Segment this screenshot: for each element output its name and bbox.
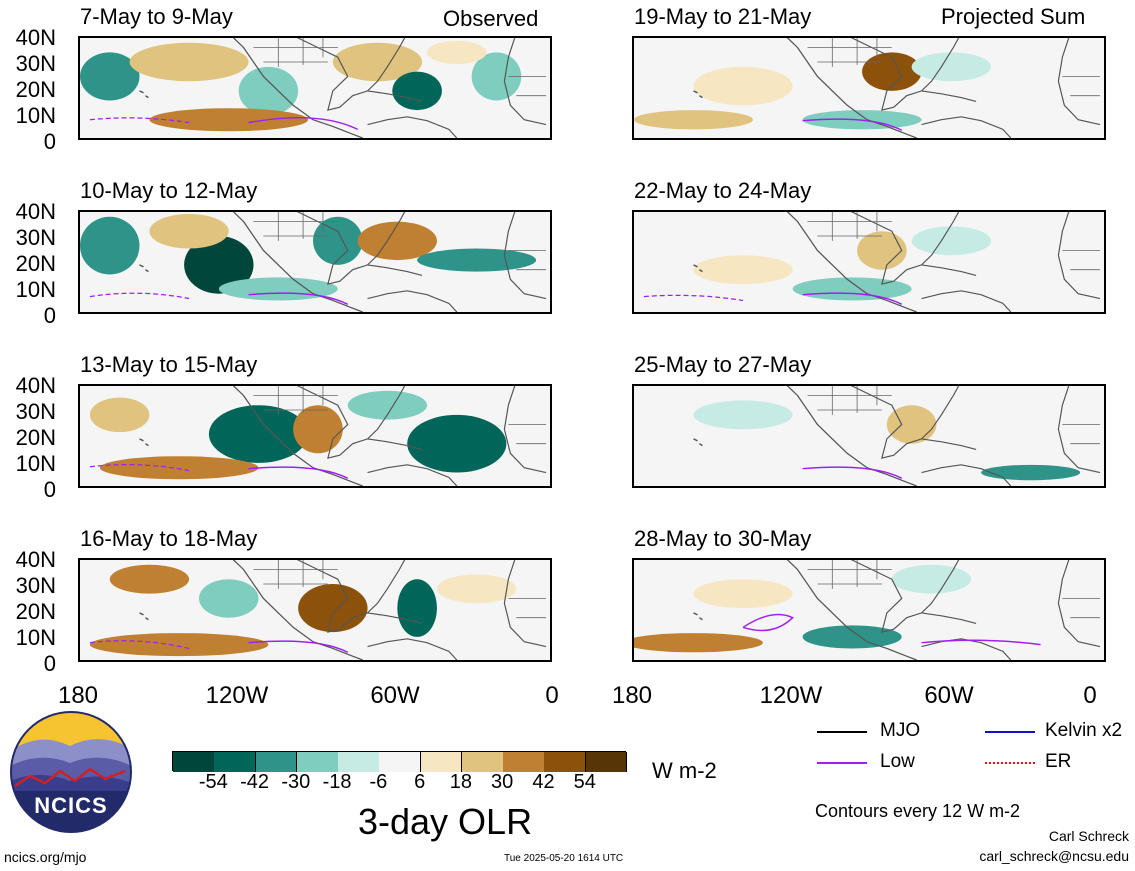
y-tick: 20N [15, 77, 56, 102]
colorbar [172, 751, 628, 772]
colorbar-swatch [461, 752, 504, 772]
colorbar-unit: W m-2 [652, 758, 717, 783]
legend-line-low [817, 762, 867, 764]
panel-title: 19-May to 21-May [634, 4, 812, 29]
logo-text: NCICS [34, 793, 108, 818]
legend-label-mjo: MJO [880, 720, 921, 741]
colorbar-tick-label: -42 [240, 771, 269, 793]
colorbar-swatch [379, 752, 422, 772]
legend-label-low: Low [880, 751, 915, 772]
projected-sum-label: Projected Sum [941, 4, 1086, 29]
footer-author: Carl Schreck [1048, 828, 1129, 844]
y-tick: 20N [15, 599, 56, 624]
colorbar-tick-label: 6 [414, 771, 426, 793]
colorbar-swatch [214, 752, 257, 772]
olr-map [78, 210, 552, 314]
legend-line-kelvin [985, 731, 1035, 733]
x-tick: 180 [57, 682, 99, 709]
colorbar-swatch [255, 752, 298, 772]
panel-title: 22-May to 24-May [634, 178, 812, 203]
x-tick: 120W [205, 682, 269, 709]
x-tick: 180 [611, 682, 653, 709]
x-tick: 60W [924, 682, 974, 709]
y-tick: 0 [43, 303, 56, 328]
colorbar-swatch [338, 752, 380, 772]
colorbar-swatch [173, 752, 215, 772]
y-tick: 10N [15, 625, 56, 650]
y-tick: 30N [15, 51, 56, 76]
colorbar-tick-label: 30 [491, 771, 514, 793]
y-tick: 30N [15, 225, 56, 250]
x-tick: 0 [1083, 682, 1097, 709]
footer-url: ncics.org/mjo [4, 849, 87, 865]
colorbar-title: 3-day OLR [358, 801, 533, 842]
y-tick: 10N [15, 103, 56, 128]
colorbar-tick-label: 54 [573, 771, 596, 793]
legend-line-mjo [817, 731, 867, 733]
panel-title: 16-May to 18-May [80, 526, 258, 551]
y-tick: 40N [15, 25, 56, 50]
ncics-logo: NCICS [10, 711, 132, 833]
y-tick: 0 [43, 129, 56, 154]
y-tick: 10N [15, 277, 56, 302]
panel-title: 7-May to 9-May [80, 4, 233, 29]
x-tick: 120W [759, 682, 823, 709]
colorbar-tick-label: -54 [198, 771, 228, 793]
olr-map [632, 210, 1106, 314]
colorbar-swatch [585, 752, 628, 772]
contour-note: Contours every 12 W m-2 [815, 801, 1021, 821]
olr-map [632, 384, 1106, 488]
colorbar-tick-label: 42 [532, 771, 555, 793]
olr-map [78, 384, 552, 488]
y-tick: 30N [15, 573, 56, 598]
colorbar-swatch [420, 752, 463, 772]
x-tick: 60W [370, 682, 420, 709]
colorbar-tick-label: 18 [449, 771, 473, 793]
observed-label: Observed [443, 6, 539, 31]
colorbar-swatch [296, 752, 339, 772]
colorbar-swatch [503, 752, 545, 772]
legend-label-er: ER [1045, 751, 1072, 772]
y-tick: 30N [15, 399, 56, 424]
y-tick: 40N [15, 547, 56, 572]
y-tick: 20N [15, 425, 56, 450]
y-tick: 10N [15, 451, 56, 476]
olr-map [78, 36, 552, 140]
colorbar-tick-label: -18 [322, 771, 352, 793]
colorbar-ticks: -54 -42 -30 -18 -6 6 18 30 42 54 [172, 771, 626, 795]
y-tick: 20N [15, 251, 56, 276]
colorbar-tick-label: -6 [369, 771, 388, 793]
x-tick: 0 [545, 682, 559, 709]
colorbar-swatch [544, 752, 587, 772]
panel-title: 10-May to 12-May [80, 178, 258, 203]
panel-title: 13-May to 15-May [80, 352, 258, 377]
panel-title: 25-May to 27-May [634, 352, 812, 377]
olr-map [78, 558, 552, 662]
colorbar-tick-label: -30 [281, 771, 311, 793]
y-tick: 0 [43, 477, 56, 502]
y-tick: 40N [15, 373, 56, 398]
panel-title: 28-May to 30-May [634, 526, 812, 551]
olr-map [632, 558, 1106, 662]
legend-line-er [985, 762, 1035, 764]
y-tick: 40N [15, 199, 56, 224]
legend-label-kelvin: Kelvin x2 [1045, 720, 1123, 741]
olr-map [632, 36, 1106, 140]
footer-email: carl_schreck@ncsu.edu [979, 848, 1129, 864]
footer-timestamp: Tue 2025-05-20 1614 UTC [504, 853, 624, 864]
y-tick: 0 [43, 651, 56, 676]
